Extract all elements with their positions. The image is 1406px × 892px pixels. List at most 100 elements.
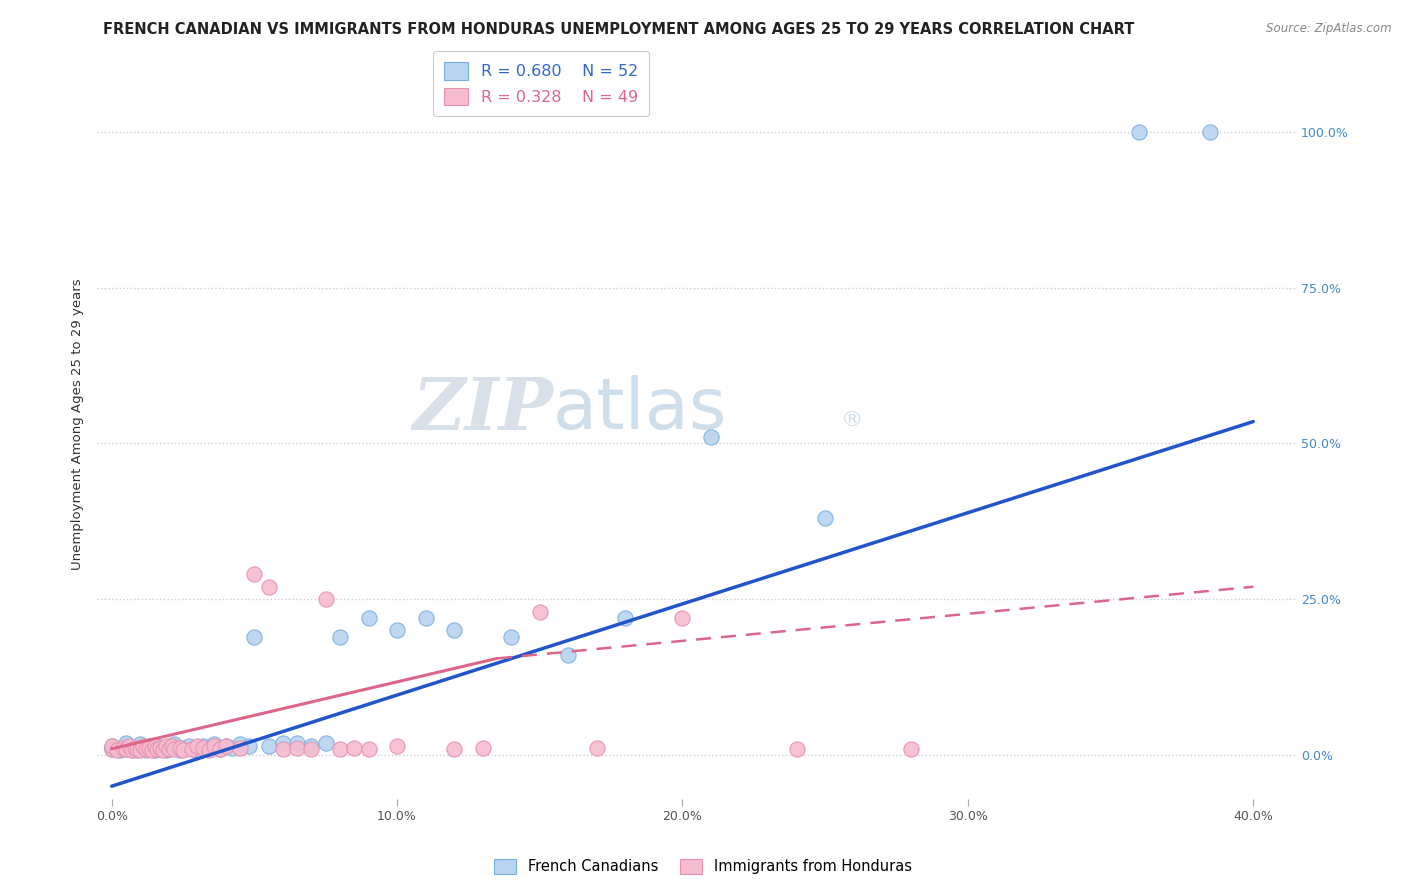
Point xyxy=(343,740,366,755)
Point xyxy=(163,737,186,751)
Point xyxy=(614,611,637,625)
Point xyxy=(180,741,202,756)
Point xyxy=(209,741,232,756)
Point xyxy=(285,740,308,755)
Point xyxy=(586,740,609,755)
Point xyxy=(124,740,146,755)
Point xyxy=(149,741,172,756)
Point xyxy=(100,741,122,756)
Point xyxy=(215,739,238,753)
Point xyxy=(129,737,152,751)
Point xyxy=(149,740,172,755)
Point xyxy=(160,739,183,753)
Point xyxy=(138,740,160,755)
Legend: R = 0.680    N = 52, R = 0.328    N = 49: R = 0.680 N = 52, R = 0.328 N = 49 xyxy=(433,51,650,116)
Text: ®: ® xyxy=(841,409,863,430)
Point xyxy=(115,741,138,756)
Point xyxy=(215,739,238,753)
Text: Source: ZipAtlas.com: Source: ZipAtlas.com xyxy=(1267,22,1392,36)
Point xyxy=(124,740,146,755)
Point xyxy=(357,741,380,756)
Point xyxy=(900,741,922,756)
Point xyxy=(163,741,186,756)
Point xyxy=(191,740,214,755)
Point xyxy=(146,739,169,753)
Point xyxy=(172,740,194,755)
Point xyxy=(204,739,226,753)
Point xyxy=(143,739,166,753)
Point xyxy=(118,739,141,753)
Point xyxy=(100,739,122,753)
Point xyxy=(257,580,280,594)
Point xyxy=(132,739,155,753)
Point xyxy=(160,739,183,753)
Point xyxy=(135,741,157,756)
Point xyxy=(301,741,323,756)
Point xyxy=(186,743,208,757)
Point xyxy=(329,630,352,644)
Point xyxy=(180,741,202,756)
Point xyxy=(100,739,122,753)
Point xyxy=(271,741,294,756)
Point xyxy=(285,735,308,749)
Point xyxy=(197,743,219,757)
Point xyxy=(501,630,523,644)
Point xyxy=(115,741,138,756)
Point xyxy=(786,741,808,756)
Text: atlas: atlas xyxy=(553,376,727,444)
Point xyxy=(155,743,177,757)
Point xyxy=(152,740,174,755)
Text: FRENCH CANADIAN VS IMMIGRANTS FROM HONDURAS UNEMPLOYMENT AMONG AGES 25 TO 29 YEA: FRENCH CANADIAN VS IMMIGRANTS FROM HONDU… xyxy=(103,22,1135,37)
Point xyxy=(143,743,166,757)
Point xyxy=(209,741,232,756)
Legend: French Canadians, Immigrants from Honduras: French Canadians, Immigrants from Hondur… xyxy=(488,853,918,880)
Point xyxy=(172,743,194,757)
Point xyxy=(138,739,160,753)
Point xyxy=(157,741,180,756)
Point xyxy=(385,739,408,753)
Point xyxy=(129,741,152,756)
Point xyxy=(221,740,243,755)
Point xyxy=(152,743,174,757)
Point xyxy=(112,740,135,755)
Point xyxy=(814,511,837,525)
Point xyxy=(197,740,219,755)
Point xyxy=(443,741,465,756)
Point xyxy=(121,743,143,757)
Point xyxy=(127,743,149,757)
Point xyxy=(415,611,437,625)
Point xyxy=(155,739,177,753)
Point xyxy=(229,737,252,751)
Point xyxy=(243,630,266,644)
Point xyxy=(129,743,152,757)
Point xyxy=(141,741,163,756)
Point xyxy=(191,739,214,753)
Point xyxy=(115,735,138,749)
Point xyxy=(169,740,191,755)
Point xyxy=(385,624,408,638)
Point xyxy=(471,740,494,755)
Point xyxy=(329,741,352,756)
Point xyxy=(146,741,169,756)
Point xyxy=(671,611,693,625)
Point xyxy=(169,743,191,757)
Point xyxy=(157,741,180,756)
Point xyxy=(257,739,280,753)
Point xyxy=(529,605,551,619)
Y-axis label: Unemployment Among Ages 25 to 29 years: Unemployment Among Ages 25 to 29 years xyxy=(72,279,84,571)
Point xyxy=(357,611,380,625)
Point xyxy=(238,739,260,753)
Point xyxy=(100,741,122,756)
Point xyxy=(301,739,323,753)
Point xyxy=(107,743,129,757)
Point xyxy=(135,743,157,757)
Point xyxy=(700,430,723,444)
Point xyxy=(177,739,200,753)
Point xyxy=(443,624,465,638)
Point xyxy=(1128,125,1150,139)
Point xyxy=(127,741,149,756)
Point xyxy=(315,735,337,749)
Point xyxy=(557,648,579,663)
Point xyxy=(1199,125,1222,139)
Text: ZIP: ZIP xyxy=(412,375,553,445)
